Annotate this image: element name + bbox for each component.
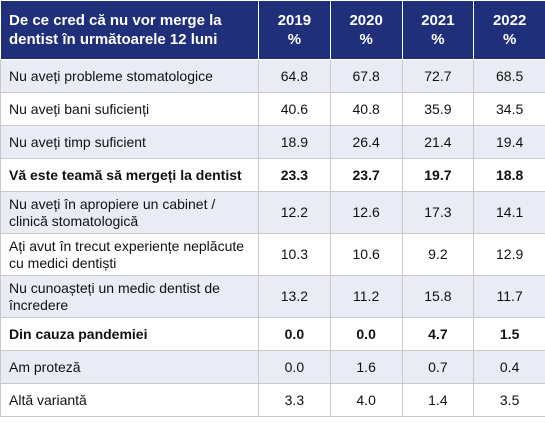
value-cell: 19.4 [473,125,545,159]
value-cell: 40.6 [258,92,331,126]
value-cell: 18.8 [473,158,545,192]
value-cell: 23.7 [329,158,403,192]
row-label: Nu aveți în apropiere un cabinet / clini… [0,191,259,234]
row-label: Nu aveți bani suficienți [0,92,259,126]
table-row: Nu aveți timp suficient 18.9 26.4 21.4 19.4 [0,125,545,159]
table-row: Nu cunoașteți un medic dentist de încred… [0,275,545,318]
table-row: Altă variantă 3.3 4.0 1.4 3.5 [0,383,545,417]
value-cell: 10.3 [258,233,331,276]
value-cell: 4.7 [401,317,475,351]
header-row: De ce cred că nu vor merge la dentist în… [0,0,545,60]
year-label: 2019 [277,12,312,29]
value-cell: 11.2 [329,275,403,318]
row-label: Nu cunoașteți un medic dentist de încred… [0,275,259,318]
value-cell: 11.7 [473,275,545,318]
value-cell: 19.7 [401,158,475,192]
value-cell: 9.2 [401,233,475,276]
value-cell: 1.4 [401,383,475,417]
value-cell: 68.5 [473,59,545,93]
table-row: Din cauza pandemiei 0.0 0.0 4.7 1.5 [0,317,545,351]
value-cell: 40.8 [329,92,403,126]
value-cell: 4.0 [329,383,403,417]
year-label: 2021 [421,12,455,29]
header-year-2021: 2021 % [401,0,475,60]
year-label: 2022 [492,12,527,29]
value-cell: 35.9 [401,92,475,126]
value-cell: 0.4 [473,350,545,384]
row-label: Am proteză [0,350,259,384]
value-cell: 0.7 [401,350,475,384]
value-cell: 0.0 [329,317,403,351]
value-cell: 72.7 [401,59,475,93]
value-cell: 3.3 [258,383,331,417]
value-cell: 0.0 [258,350,331,384]
value-cell: 3.5 [473,383,545,417]
value-cell: 0.0 [258,317,331,351]
header-year-2020: 2020 % [329,0,403,60]
header-year-2019: 2019 % [258,0,331,60]
table-row: Nu aveți în apropiere un cabinet / clini… [0,191,545,234]
header-year-2022: 2022 % [473,0,545,60]
value-cell: 12.9 [473,233,545,276]
value-cell: 1.5 [473,317,545,351]
unit-label: % [287,31,302,48]
table-row: Am proteză 0.0 1.6 0.7 0.4 [0,350,545,384]
unit-label: % [502,31,517,48]
table-row: Vă este teamă să mergeți la dentist 23.3 2… [0,158,545,192]
table-row: Nu aveți probleme stomatologice 64.8 67.8 7… [0,59,545,93]
value-cell: 13.2 [258,275,331,318]
unit-label: % [359,31,373,48]
value-cell: 10.6 [329,233,403,276]
row-label: Vă este teamă să mergeți la dentist [0,158,259,192]
value-cell: 12.6 [329,191,403,234]
table-row: Nu aveți bani suficienți 40.6 40.8 35.9 34.5 [0,92,545,126]
value-cell: 18.9 [258,125,331,159]
row-label: Nu aveți probleme stomatologice [0,59,259,93]
row-label: Altă variantă [0,383,259,417]
row-label: Din cauza pandemiei [0,317,259,351]
data-table: De ce cred că nu vor merge la dentist în… [0,0,545,417]
value-cell: 14.1 [473,191,545,234]
row-label: Ați avut în trecut experiențe neplăcute … [0,233,259,276]
value-cell: 26.4 [329,125,403,159]
value-cell: 23.3 [258,158,331,192]
value-cell: 15.8 [401,275,475,318]
year-label: 2020 [349,12,383,29]
row-label: Nu aveți timp suficient [0,125,259,159]
unit-label: % [431,31,445,48]
table-row: Ați avut în trecut experiențe neplăcute … [0,233,545,276]
value-cell: 64.8 [258,59,331,93]
value-cell: 34.5 [473,92,545,126]
value-cell: 21.4 [401,125,475,159]
value-cell: 1.6 [329,350,403,384]
value-cell: 17.3 [401,191,475,234]
value-cell: 67.8 [329,59,403,93]
value-cell: 12.2 [258,191,331,234]
header-label: De ce cred că nu vor merge la dentist în… [0,0,259,60]
